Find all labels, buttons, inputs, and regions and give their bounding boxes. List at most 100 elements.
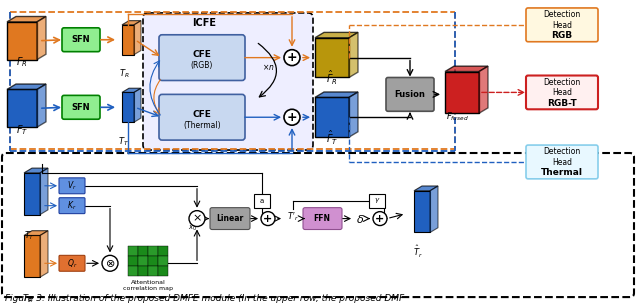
FancyBboxPatch shape [2, 153, 634, 297]
Text: SFN: SFN [72, 103, 90, 112]
Polygon shape [122, 92, 134, 122]
Polygon shape [122, 21, 141, 25]
Text: $\gamma$: $\gamma$ [374, 196, 380, 205]
Polygon shape [479, 66, 488, 113]
Polygon shape [315, 38, 349, 77]
Text: $\times$: $\times$ [192, 214, 202, 224]
FancyBboxPatch shape [254, 194, 270, 208]
Text: ICFE: ICFE [192, 18, 216, 28]
Text: CFE: CFE [193, 50, 211, 59]
Circle shape [284, 50, 300, 66]
Polygon shape [7, 84, 46, 89]
Polygon shape [414, 186, 438, 191]
Bar [138, 246, 148, 256]
Text: RGB: RGB [552, 31, 573, 40]
Polygon shape [40, 168, 48, 215]
Text: $\delta$: $\delta$ [356, 213, 364, 224]
Polygon shape [24, 168, 48, 173]
Text: CFE: CFE [193, 110, 211, 119]
Text: FFN: FFN [314, 214, 330, 223]
Text: a: a [260, 198, 264, 204]
Polygon shape [40, 231, 48, 277]
Bar [148, 266, 158, 276]
Polygon shape [315, 32, 358, 38]
Bar [128, 256, 138, 266]
Text: $T_T$: $T_T$ [118, 135, 129, 148]
FancyBboxPatch shape [62, 28, 100, 52]
Bar [138, 256, 148, 266]
Text: $F_T$: $F_T$ [16, 123, 28, 137]
Text: Detection
Head: Detection Head [543, 78, 580, 97]
Text: Linear: Linear [216, 214, 244, 223]
Text: $V_r$: $V_r$ [67, 180, 77, 192]
FancyBboxPatch shape [526, 8, 598, 42]
Polygon shape [445, 66, 488, 72]
Polygon shape [414, 191, 430, 232]
Text: Fusion: Fusion [395, 90, 426, 99]
Text: +: + [287, 111, 298, 124]
Polygon shape [37, 84, 46, 127]
Bar [148, 246, 158, 256]
Polygon shape [24, 231, 48, 235]
Text: (Thermal): (Thermal) [183, 121, 221, 130]
Text: $T_{ik}$: $T_{ik}$ [22, 292, 34, 305]
FancyBboxPatch shape [62, 95, 100, 119]
FancyBboxPatch shape [526, 76, 598, 109]
Text: RGB-T: RGB-T [547, 99, 577, 108]
FancyBboxPatch shape [526, 145, 598, 179]
Text: $\times n$: $\times n$ [262, 62, 275, 72]
Circle shape [373, 212, 387, 225]
Bar [128, 246, 138, 256]
Polygon shape [134, 21, 141, 55]
Text: $\hat{T}_r$: $\hat{T}_r$ [413, 244, 423, 260]
FancyBboxPatch shape [59, 178, 85, 194]
FancyBboxPatch shape [210, 208, 250, 230]
FancyBboxPatch shape [143, 13, 313, 150]
Text: +: + [376, 214, 385, 224]
Polygon shape [37, 16, 46, 59]
Polygon shape [7, 16, 46, 22]
Polygon shape [134, 88, 141, 122]
Polygon shape [315, 97, 349, 137]
Text: $T_R$: $T_R$ [118, 67, 129, 80]
Polygon shape [122, 25, 134, 55]
Text: correlation map: correlation map [123, 286, 173, 291]
Circle shape [284, 109, 300, 125]
Circle shape [102, 255, 118, 271]
FancyBboxPatch shape [159, 94, 245, 140]
Text: $Q_r$: $Q_r$ [67, 257, 77, 270]
Text: Thermal: Thermal [541, 168, 583, 178]
Bar [158, 246, 168, 256]
Polygon shape [349, 32, 358, 77]
FancyBboxPatch shape [386, 77, 434, 111]
Bar [128, 266, 138, 276]
Bar [158, 266, 168, 276]
Bar [158, 256, 168, 266]
Polygon shape [7, 89, 37, 127]
Text: Detection
Head: Detection Head [543, 10, 580, 30]
Bar [148, 256, 158, 266]
FancyBboxPatch shape [159, 35, 245, 81]
Text: SFN: SFN [72, 35, 90, 44]
Polygon shape [24, 235, 40, 277]
Text: $\hat{F}_R$: $\hat{F}_R$ [326, 69, 338, 87]
Polygon shape [349, 92, 358, 137]
Text: $\hat{F}_T$: $\hat{F}_T$ [326, 129, 338, 147]
Polygon shape [24, 173, 40, 215]
FancyBboxPatch shape [303, 208, 342, 230]
Polygon shape [445, 72, 479, 113]
Text: $F_R$: $F_R$ [16, 56, 28, 69]
Bar [138, 266, 148, 276]
FancyBboxPatch shape [59, 198, 85, 214]
Circle shape [261, 212, 275, 225]
FancyBboxPatch shape [369, 194, 385, 208]
Text: $T_i$: $T_i$ [24, 229, 33, 242]
Polygon shape [430, 186, 438, 232]
Polygon shape [7, 22, 37, 59]
Text: $K_r$: $K_r$ [67, 199, 77, 212]
Text: $F_{fused}$: $F_{fused}$ [447, 110, 470, 123]
Text: $T'_r$: $T'_r$ [287, 210, 300, 223]
Text: $\otimes$: $\otimes$ [105, 258, 115, 269]
Text: (RGB): (RGB) [191, 61, 213, 70]
Text: +: + [264, 214, 273, 224]
